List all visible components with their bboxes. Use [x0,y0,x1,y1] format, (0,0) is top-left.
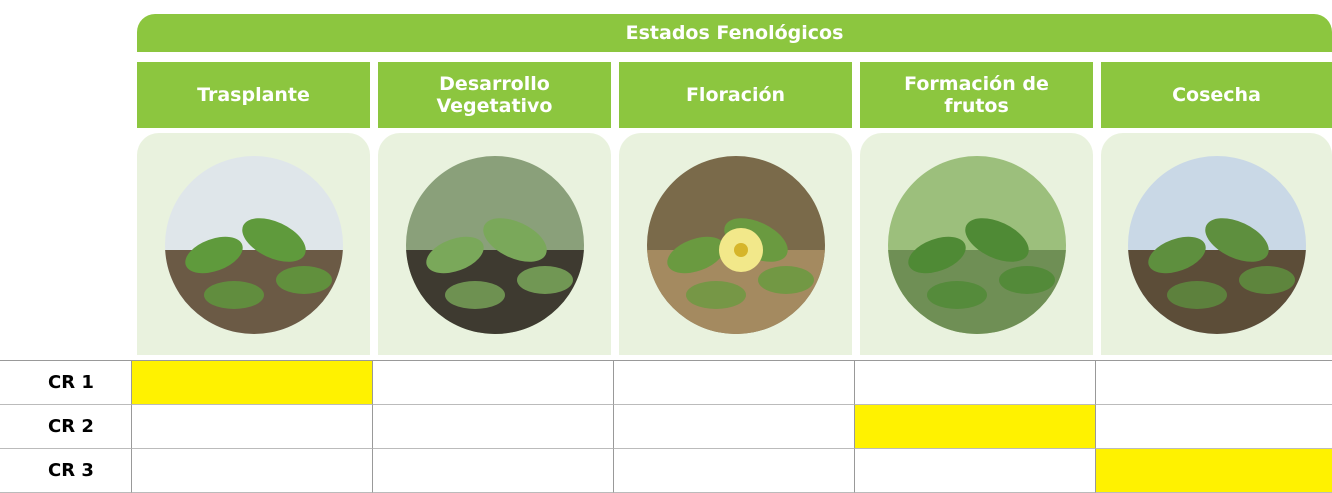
stage-header: Cosecha [1101,62,1332,128]
stage-photo [164,156,343,334]
title-bar: Estados Fenológicos [137,14,1332,52]
row-label: CR 2 [0,405,131,449]
table-cell [1095,361,1332,405]
table-cell [613,405,854,449]
stage-photo [1127,156,1306,334]
stage-panel [1101,133,1332,355]
stage-photo [646,156,825,334]
stage-photo [405,156,584,334]
table-cell [372,361,613,405]
stage-header: Formación de frutos [860,62,1093,128]
table-cell [1095,405,1332,449]
stage-panel [619,133,852,355]
table-top-line [0,360,1332,361]
table-cell [131,405,372,449]
table-cell [613,361,854,405]
row-label: CR 3 [0,449,131,493]
table-cell [131,449,372,493]
table-cell [131,361,372,405]
table-cell [1095,449,1332,493]
stage-panel [378,133,611,355]
stage-photo [887,156,1066,334]
stage-header: Trasplante [137,62,370,128]
stage-panel [137,133,370,355]
stage-header: Desarrollo Vegetativo [378,62,611,128]
table-cell [854,405,1095,449]
table-cell [854,449,1095,493]
table-cell [854,361,1095,405]
stage-panel [860,133,1093,355]
stage-header: Floración [619,62,852,128]
table-cell [372,449,613,493]
table-cell [372,405,613,449]
row-label: CR 1 [0,361,131,405]
table-cell [613,449,854,493]
